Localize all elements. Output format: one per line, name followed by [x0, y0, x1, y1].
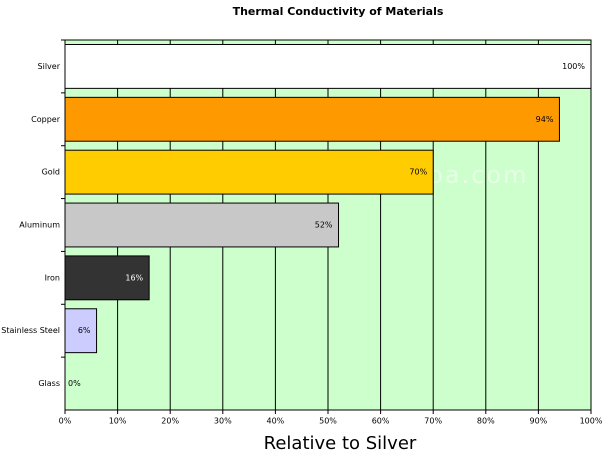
y-tick-label: Aluminum	[19, 221, 60, 230]
chart-title: Thermal Conductivity of Materials	[233, 5, 444, 18]
x-tick-label: 10%	[109, 417, 127, 426]
x-tick-label: 30%	[214, 417, 232, 426]
value-label: 94%	[536, 115, 554, 124]
value-label: 52%	[315, 221, 333, 230]
x-tick-label: 90%	[530, 417, 548, 426]
value-label: 0%	[68, 379, 81, 388]
x-tick-label: 20%	[161, 417, 179, 426]
y-tick-label: Glass	[38, 379, 60, 388]
bar	[64, 308, 98, 354]
bar	[64, 149, 434, 195]
y-tick-label: Silver	[38, 62, 61, 71]
x-tick-label: 80%	[477, 417, 495, 426]
x-tick-label: 40%	[267, 417, 285, 426]
x-tick-label: 0%	[59, 417, 72, 426]
bar	[64, 96, 560, 142]
x-axis-label: Relative to Silver	[264, 433, 417, 454]
bar	[64, 255, 150, 301]
value-label: 70%	[409, 168, 427, 177]
bar	[64, 202, 340, 248]
value-label: 100%	[562, 62, 585, 71]
bar	[64, 43, 592, 89]
y-tick-label: Gold	[42, 168, 60, 177]
x-tick-label: 100%	[580, 417, 603, 426]
value-label: 6%	[78, 326, 91, 335]
x-tick-label: 50%	[319, 417, 337, 426]
x-tick-label: 70%	[424, 417, 442, 426]
y-tick-label: Copper	[31, 115, 61, 124]
y-tick-label: Iron	[45, 273, 60, 282]
x-tick-label: 60%	[372, 417, 390, 426]
y-tick-label: Stainless Steel	[1, 326, 60, 335]
value-label: 16%	[125, 273, 143, 282]
